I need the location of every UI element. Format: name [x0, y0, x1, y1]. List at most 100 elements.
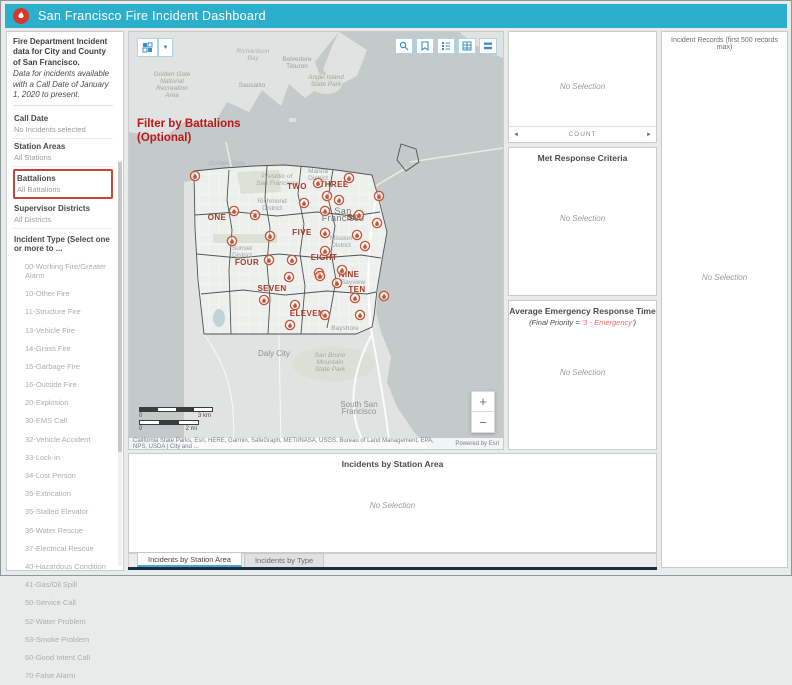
- incident-type-item[interactable]: 37-Electrical Rescue: [25, 543, 94, 553]
- incident-marker[interactable]: [319, 205, 331, 217]
- incident-type-item[interactable]: 41-Gas/Oil Spill: [25, 580, 78, 590]
- avg-response-time-panel: Average Emergency Response Time (Final P…: [508, 300, 657, 450]
- incident-marker[interactable]: [263, 254, 275, 266]
- incident-marker[interactable]: [249, 209, 261, 221]
- basemap-icon: [142, 42, 153, 53]
- bookmark-icon: [421, 41, 429, 51]
- filter-battalions[interactable]: Battalions All Battalions: [13, 169, 113, 200]
- incident-marker[interactable]: [319, 227, 331, 239]
- incident-marker[interactable]: [333, 194, 345, 206]
- incident-marker[interactable]: [378, 290, 390, 302]
- zoom-out-button[interactable]: −: [471, 412, 495, 433]
- incident-type-item[interactable]: 50-Service Call: [25, 598, 76, 608]
- incident-marker[interactable]: [354, 309, 366, 321]
- incident-marker[interactable]: [321, 190, 333, 202]
- incident-marker[interactable]: [349, 292, 361, 304]
- map-panel[interactable]: Richardson Bay Belvedere Tiburon Sausalito An…: [128, 31, 504, 450]
- incident-type-item[interactable]: 11-Structure Fire: [25, 307, 81, 317]
- no-selection-text: No Selection: [559, 214, 606, 224]
- incident-type-item[interactable]: 33-Lock-in: [25, 452, 61, 462]
- battalion-label: EIGHT: [311, 253, 337, 262]
- powered-by-esri: Powered by Esri: [455, 440, 499, 447]
- tab-incidents-by-type[interactable]: Incidents by Type: [243, 553, 325, 567]
- incident-type-item[interactable]: 34-Lost Person: [25, 471, 76, 480]
- sidebar-scrollbar[interactable]: [118, 160, 122, 566]
- incident-type-item[interactable]: 35-Extrication: [25, 489, 71, 499]
- incident-type-item[interactable]: 13-Vehicle Fire: [25, 325, 76, 335]
- incident-marker[interactable]: [264, 230, 276, 242]
- incident-type-item[interactable]: 53-Smoke Problem: [25, 634, 90, 644]
- battalion-label: SIX: [347, 213, 361, 222]
- filter-call-date[interactable]: Call Date No Incidents selected: [13, 111, 113, 140]
- incident-marker[interactable]: [351, 229, 363, 241]
- incident-type-item[interactable]: 32-Vehicle Accident: [25, 434, 91, 444]
- basemap-toggle-button[interactable]: [458, 38, 476, 54]
- incident-marker[interactable]: [314, 270, 326, 282]
- legend-button[interactable]: [437, 38, 455, 54]
- layer-list-button[interactable]: [479, 38, 497, 54]
- search-button[interactable]: [395, 38, 413, 54]
- incident-marker[interactable]: [373, 190, 385, 202]
- incident-marker[interactable]: [298, 197, 310, 209]
- zoom-in-button[interactable]: +: [471, 391, 495, 412]
- map-place-label: Sunset District: [232, 245, 252, 259]
- incidents-by-station-panel: Incidents by Station Area No Selection: [128, 453, 657, 553]
- incident-marker[interactable]: [331, 277, 343, 289]
- incident-marker[interactable]: [226, 235, 238, 247]
- incident-marker[interactable]: [353, 209, 365, 221]
- incident-type-item[interactable]: 00-Working Fire/Greater Alarm: [25, 261, 106, 280]
- incident-type-item[interactable]: 60-Good Intent Call: [25, 652, 91, 662]
- incident-marker[interactable]: [284, 319, 296, 331]
- incident-type-item[interactable]: 16-Outside Fire: [25, 380, 77, 390]
- count-chart-panel: No Selection ◄ COUNT ►: [508, 31, 657, 143]
- battalion-label: TWO: [287, 182, 307, 191]
- basemap-grid-icon: [462, 41, 472, 51]
- incident-marker[interactable]: [228, 205, 240, 217]
- prev-arrow-icon[interactable]: ◄: [513, 131, 519, 138]
- incident-marker[interactable]: [189, 170, 201, 182]
- incident-type-item[interactable]: 14-Grass Fire: [25, 343, 71, 353]
- incident-marker[interactable]: [312, 177, 324, 189]
- incident-type-item[interactable]: 15-Garbage Fire: [25, 361, 81, 371]
- incident-marker[interactable]: [319, 245, 331, 257]
- incident-type-item[interactable]: 20-Explosion: [25, 398, 69, 408]
- battalion-label: ELEVEN: [290, 309, 324, 318]
- panel-title: Incidents by Station Area: [341, 459, 444, 469]
- incident-type-item[interactable]: 30-EMS Call: [25, 416, 68, 426]
- incident-marker[interactable]: [359, 240, 371, 252]
- battalion-label: TEN: [348, 285, 365, 294]
- next-arrow-icon[interactable]: ►: [646, 131, 652, 138]
- incident-type-header: Incident Type (Select one or more to ...: [14, 235, 110, 254]
- sidebar-scrollbar-thumb[interactable]: [118, 162, 122, 452]
- incident-marker[interactable]: [343, 172, 355, 184]
- incident-marker[interactable]: [319, 309, 331, 321]
- incident-marker[interactable]: [286, 254, 298, 266]
- incident-type-item[interactable]: 35-Stalled Elevator: [25, 507, 89, 517]
- incident-type-item[interactable]: 40-Hazardous Condition: [25, 561, 106, 571]
- incident-type-item[interactable]: 70-False Alarm: [25, 671, 76, 681]
- map-place-label: San Francisco: [322, 206, 365, 223]
- incident-type-item[interactable]: 52-Water Problem: [25, 616, 86, 626]
- map-canvas[interactable]: Richardson Bay Belvedere Tiburon Sausalito An…: [129, 32, 503, 449]
- incident-marker[interactable]: [283, 271, 295, 283]
- incident-marker[interactable]: [371, 217, 383, 229]
- filter-value: All Districts: [14, 215, 52, 225]
- filter-supervisor-districts[interactable]: Supervisor Districts All Districts: [13, 201, 113, 230]
- basemap-gallery-button[interactable]: [137, 38, 158, 57]
- filter-station-areas[interactable]: Station Areas All Stations: [13, 139, 113, 168]
- legend-icon: [442, 42, 450, 50]
- incident-type-item[interactable]: 36-Water Rescue: [25, 525, 84, 535]
- incident-marker[interactable]: [336, 264, 348, 276]
- bookmark-button[interactable]: [416, 38, 434, 54]
- map-place-label: Richmond District: [257, 198, 287, 212]
- tab-incidents-by-station-area[interactable]: Incidents by Station Area: [137, 552, 242, 567]
- no-selection-text: No Selection: [701, 272, 748, 282]
- incident-marker[interactable]: [258, 294, 270, 306]
- basemap-dropdown-button[interactable]: ▼: [158, 38, 173, 57]
- sidebar-description: Fire Department Incident data for City a…: [13, 37, 108, 67]
- incident-type-item[interactable]: 10-Other Fire: [25, 289, 70, 299]
- battalion-label: ONE: [208, 213, 227, 222]
- battalion-label: FOUR: [235, 258, 259, 267]
- met-response-panel: Met Response Criteria No Selection: [508, 147, 657, 296]
- incident-marker[interactable]: [289, 299, 301, 311]
